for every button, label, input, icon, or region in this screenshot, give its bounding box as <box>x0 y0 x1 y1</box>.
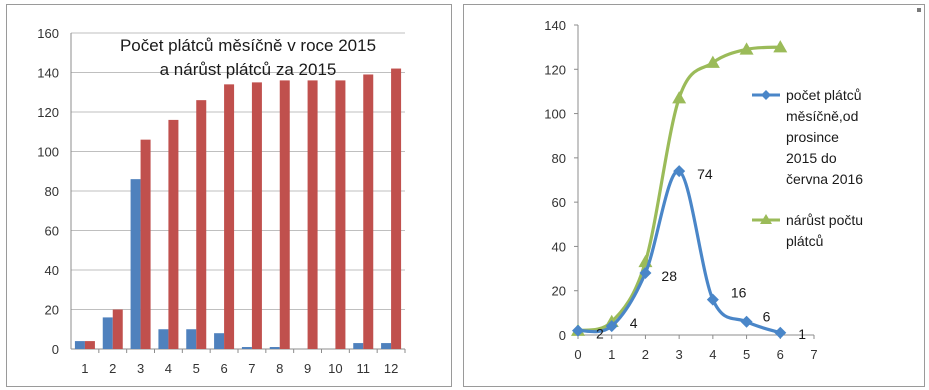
line-series-1 <box>577 169 781 335</box>
bar-series-2-1 <box>84 341 95 349</box>
y-tick-label: 20 <box>552 284 566 299</box>
y-tick-label: 20 <box>45 303 59 318</box>
chart-title-line: a nárůst plátců za 2015 <box>160 60 337 79</box>
bar-series-1-3 <box>130 179 141 349</box>
series-2-point-6 <box>773 40 788 53</box>
series-2-point-3 <box>672 91 687 104</box>
x-tick-label: 3 <box>137 361 144 376</box>
data-label: 1 <box>798 326 806 342</box>
x-tick-label: 7 <box>810 347 817 362</box>
y-tick-label: 60 <box>552 195 566 210</box>
bar-series-2-3 <box>140 139 151 349</box>
series-1-point-0 <box>572 324 584 337</box>
y-tick-label: 60 <box>45 224 59 239</box>
legend-entry-series-1: měsíčně,od <box>786 108 858 124</box>
y-tick-label: 40 <box>45 263 59 278</box>
bar-series-2-12 <box>391 68 402 350</box>
bar-series-2-7 <box>251 82 262 349</box>
x-tick-label: 4 <box>165 361 172 376</box>
chart-resize-handle[interactable] <box>917 8 921 12</box>
y-tick-label: 80 <box>45 184 59 199</box>
x-tick-label: 0 <box>574 347 581 362</box>
data-label: 28 <box>661 268 677 284</box>
y-tick-label: 160 <box>37 26 59 41</box>
y-tick-label: 140 <box>544 18 566 33</box>
bar-series-1-11 <box>353 343 364 349</box>
bar-series-2-6 <box>224 84 235 349</box>
y-tick-label: 0 <box>559 328 566 343</box>
series-2-point-5 <box>739 42 754 55</box>
x-tick-label: 1 <box>608 347 615 362</box>
x-tick-label: 8 <box>276 361 283 376</box>
line-chart-panel: 0 20 40 60 80 100 120 140 0 1 2 3 4 5 6 7 2 4 28 74 16 6 1 poče… <box>463 4 925 387</box>
bar-series-1-7 <box>241 347 252 349</box>
legend-marker-series-2 <box>760 214 772 224</box>
bar-series-2-9 <box>307 80 318 350</box>
data-label: 74 <box>697 166 713 182</box>
bar-series-1-6 <box>214 333 225 349</box>
legend-entry-series-1: 2015 do <box>786 150 837 166</box>
bar-series-2-11 <box>363 74 374 349</box>
x-tick-label: 12 <box>384 361 398 376</box>
bar-series-1-1 <box>74 341 85 349</box>
bar-series-1-4 <box>158 329 169 349</box>
x-tick-label: 9 <box>304 361 311 376</box>
chart-title-line: Počet plátců měsíčně v roce 2015 <box>120 36 376 55</box>
x-tick-label: 6 <box>777 347 784 362</box>
legend-marker-series-1 <box>761 90 771 100</box>
y-tick-label: 80 <box>552 151 566 166</box>
x-tick-label: 11 <box>357 361 371 376</box>
data-label: 6 <box>763 309 771 325</box>
bar-series-2-10 <box>335 80 346 350</box>
series-1-point-2 <box>639 267 652 279</box>
y-tick-label: 100 <box>544 107 566 122</box>
bar-series-2-5 <box>196 100 207 350</box>
series-1-point-5 <box>740 315 753 328</box>
y-tick-label: 0 <box>52 342 59 357</box>
y-tick-label: 40 <box>552 239 566 254</box>
y-tick-label: 140 <box>37 66 59 81</box>
data-label: 2 <box>596 326 604 342</box>
x-tick-label: 5 <box>193 361 200 376</box>
legend-entry-series-1: června 2016 <box>786 171 863 187</box>
line-series-2 <box>577 45 781 333</box>
series-2-point-4 <box>705 55 720 68</box>
x-tick-label: 10 <box>328 361 342 376</box>
series-1-point-6 <box>774 326 787 339</box>
x-tick-label: 5 <box>743 347 750 362</box>
legend-entry-series-1: počet plátců <box>786 87 862 103</box>
x-tick-label: 1 <box>81 361 88 376</box>
bar-chart-panel: 0 20 40 60 80 100 120 140 160 1 2 3 4 5 6 7 8 9 10 11 12 Poče… <box>6 4 452 387</box>
x-tick-label: 6 <box>220 361 227 376</box>
x-tick-label: 3 <box>676 347 683 362</box>
series-1-point-4 <box>706 293 719 306</box>
data-label: 16 <box>731 285 747 301</box>
x-tick-label: 7 <box>248 361 255 376</box>
bar-series-1-12 <box>381 343 392 349</box>
series-1-point-1 <box>605 320 618 333</box>
x-tick-label: 2 <box>642 347 649 362</box>
legend-entry-series-1: prosince <box>786 129 839 145</box>
bar-series-2-4 <box>168 119 179 350</box>
y-tick-label: 100 <box>37 145 59 160</box>
legend-entry-series-2: plátců <box>786 233 823 249</box>
x-tick-label: 2 <box>109 361 116 376</box>
y-tick-label: 120 <box>37 105 59 120</box>
data-label: 4 <box>630 315 638 331</box>
bar-series-1-2 <box>102 317 113 349</box>
x-tick-label: 4 <box>709 347 716 362</box>
y-tick-label: 120 <box>544 62 566 77</box>
bar-series-1-8 <box>269 347 280 349</box>
series-1-point-3 <box>673 165 686 178</box>
legend-entry-series-2: nárůst počtu <box>786 212 863 228</box>
bar-series-1-5 <box>186 329 197 349</box>
bar-series-2-8 <box>279 80 290 350</box>
bar-series-2-2 <box>112 309 123 349</box>
